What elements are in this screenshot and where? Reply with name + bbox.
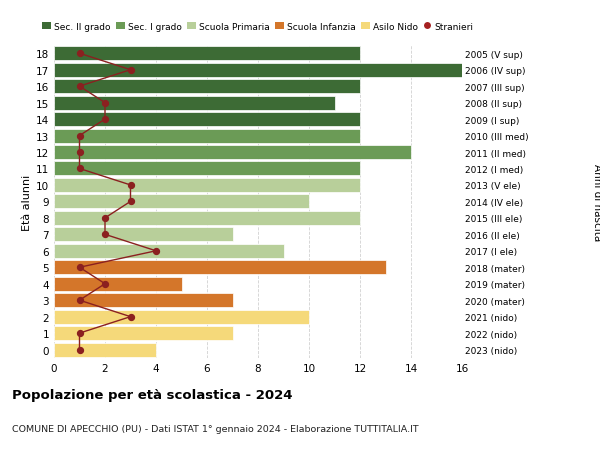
Bar [54, 310, 309, 324]
Bar [54, 113, 360, 127]
Point [74, 165, 84, 173]
Point [100, 100, 110, 107]
Bar [54, 146, 411, 160]
Point [74, 149, 84, 157]
Bar [54, 277, 182, 291]
Bar [54, 326, 233, 341]
Y-axis label: Età alunni: Età alunni [22, 174, 32, 230]
Point [100, 280, 110, 288]
Bar [54, 228, 233, 242]
Point [74, 50, 84, 58]
Bar [54, 162, 360, 176]
Point [126, 182, 136, 189]
Bar [54, 96, 335, 110]
Point [74, 264, 84, 271]
Point [151, 247, 161, 255]
Legend: Sec. II grado, Sec. I grado, Scuola Primaria, Scuola Infanzia, Asilo Nido, Stran: Sec. II grado, Sec. I grado, Scuola Prim… [39, 19, 477, 35]
Point [74, 133, 84, 140]
Bar [54, 179, 360, 192]
Bar [54, 80, 360, 94]
Bar [54, 244, 284, 258]
Text: COMUNE DI APECCHIO (PU) - Dati ISTAT 1° gennaio 2024 - Elaborazione TUTTITALIA.I: COMUNE DI APECCHIO (PU) - Dati ISTAT 1° … [12, 425, 419, 434]
Bar [54, 343, 156, 357]
Bar [54, 195, 309, 209]
Point [74, 297, 84, 304]
Bar [54, 261, 386, 274]
Point [74, 83, 84, 90]
Point [126, 198, 136, 206]
Point [126, 67, 136, 74]
Point [100, 116, 110, 123]
Bar [54, 129, 360, 143]
Point [100, 215, 110, 222]
Point [100, 231, 110, 239]
Point [126, 313, 136, 321]
Bar [54, 294, 233, 308]
Bar [54, 212, 360, 225]
Text: Anni di nascita: Anni di nascita [592, 163, 600, 241]
Bar [54, 47, 360, 61]
Point [74, 330, 84, 337]
Point [74, 346, 84, 353]
Bar [54, 63, 487, 78]
Text: Popolazione per età scolastica - 2024: Popolazione per età scolastica - 2024 [12, 388, 293, 401]
